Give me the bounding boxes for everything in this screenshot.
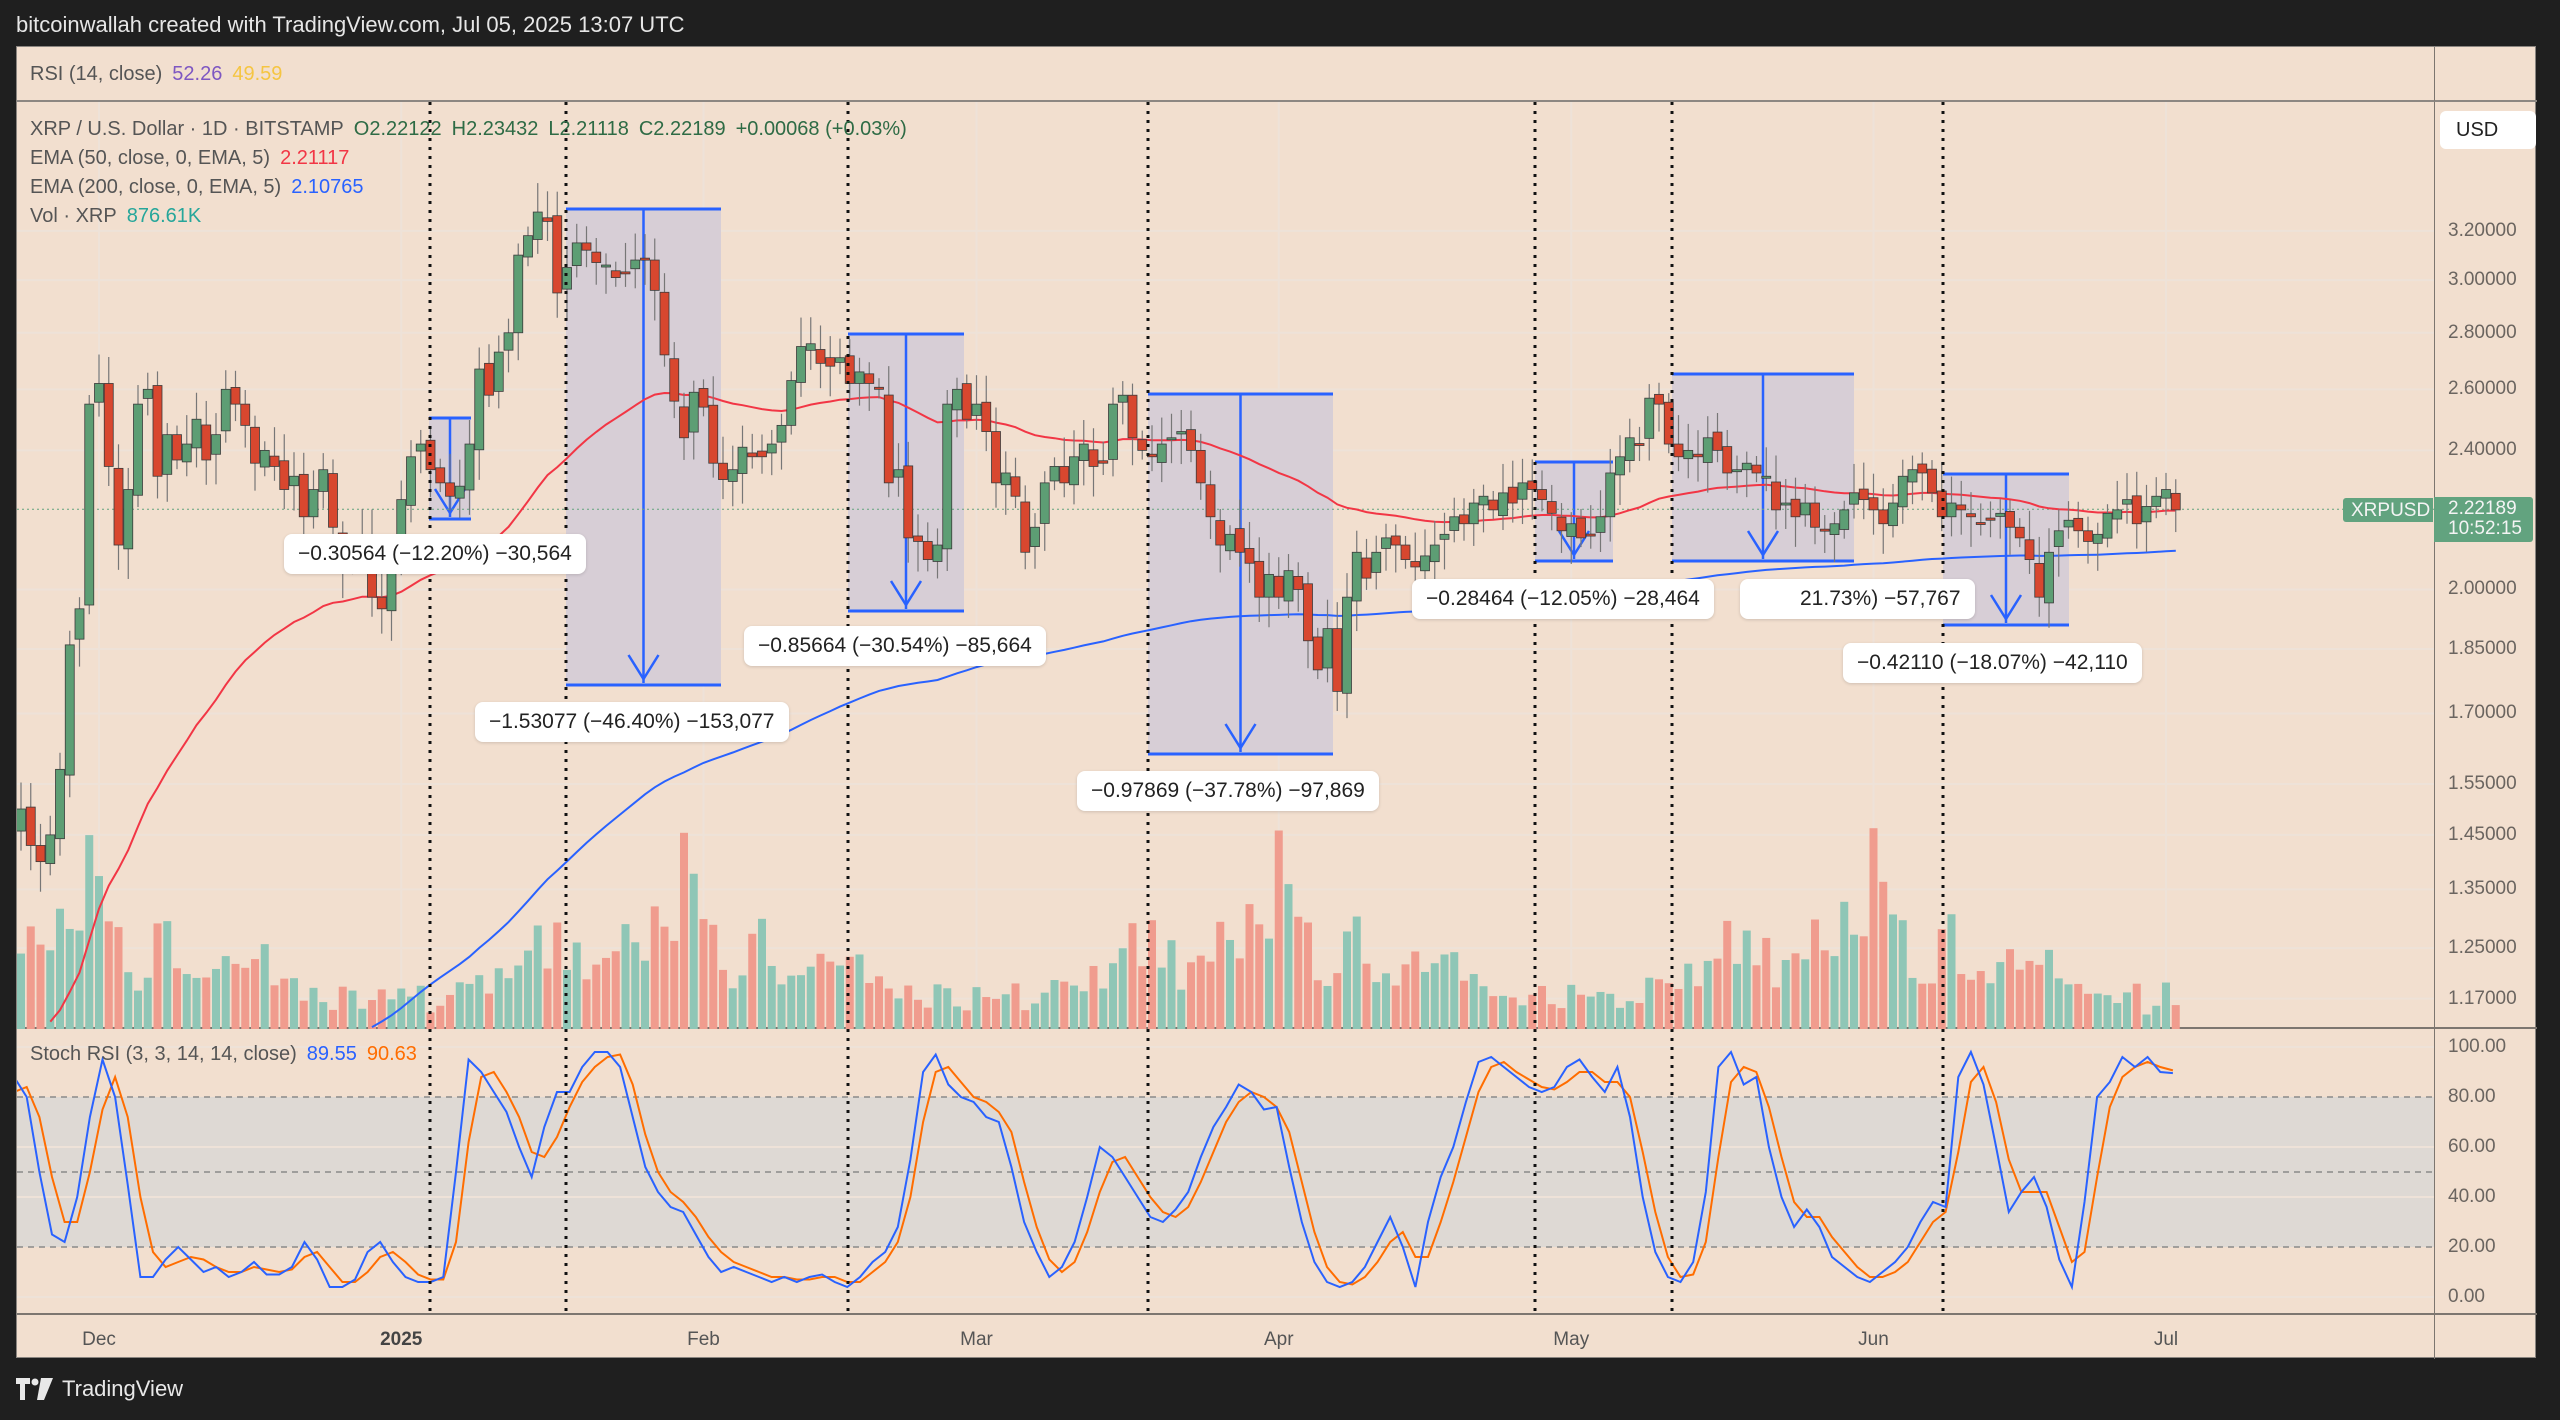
currency-button[interactable]: USD [2440,111,2536,149]
rsi-value-1: 52.26 [172,63,223,85]
ohlc-change: +0.00068 (+0.03%) [735,118,907,140]
ohlc-close: C2.22189 [638,118,726,140]
price-axis-label: 1.70000 [2448,702,2517,724]
measure-label-3[interactable]: −0.85664 (−30.54%) −85,664 [744,626,1046,666]
time-axis-label: 2025 [380,1329,423,1350]
time-axis-label: Jul [2153,1329,2179,1350]
stoch-axis-label: 0.00 [2448,1286,2485,1307]
tradingview-footer[interactable]: TradingView [16,1376,183,1402]
price-axis-label: 1.55000 [2448,772,2517,794]
measure-label-6[interactable]: 21.73%) −57,767 [1740,579,1975,619]
stoch-axis[interactable] [2434,1029,2537,1315]
price-axis-label: 1.17000 [2448,987,2517,1009]
chart-frame: RSI (14, close) 52.26 49.59 XRP / U.S. Dol… [16,46,2537,1359]
stoch-rsi-canvas[interactable] [17,1029,2434,1315]
time-axis-label: Apr [1263,1329,1294,1350]
stoch-axis-label: 20.00 [2448,1236,2496,1257]
price-axis-label: 2.60000 [2448,378,2517,400]
ohlc-low: L2.21118 [548,118,629,140]
rsi-label: RSI (14, close) [30,63,163,85]
measure-label-4[interactable]: −0.97869 (−37.78%) −97,869 [1077,771,1379,811]
price-axis-label: 1.85000 [2448,637,2517,659]
ema50-label: EMA (50, close, 0, EMA, 5) [30,147,271,169]
time-axis-label: Feb [687,1329,720,1350]
stoch-rsi-pane[interactable]: Stoch RSI (3, 3, 14, 14, close) 89.55 90.6… [17,1029,2434,1315]
stoch-legend[interactable]: Stoch RSI (3, 3, 14, 14, close) 89.55 90.6… [30,1043,427,1066]
ema200-value: 2.10765 [291,176,364,198]
symbol-legend[interactable]: XRP / U.S. Dollar · 1D · BITSTAMP O2.2212… [30,118,917,141]
ohlc-high: H2.23432 [451,118,539,140]
top-bar: bitcoinwallah created with TradingView.c… [0,0,2560,46]
rsi-pane[interactable]: RSI (14, close) 52.26 49.59 [17,47,2434,102]
rsi-axis[interactable] [2434,47,2537,102]
stoch-label: Stoch RSI (3, 3, 14, 14, close) [30,1043,297,1065]
stoch-axis-label: 100.00 [2448,1036,2507,1057]
bar-countdown: 10:52:15 [2448,518,2522,539]
stoch-axis-label: 40.00 [2448,1186,2496,1207]
time-axis-label: May [1553,1329,1590,1350]
tradingview-logo-icon [16,1378,53,1400]
price-axis-label: 1.25000 [2448,937,2517,959]
ema200-label: EMA (200, close, 0, EMA, 5) [30,176,282,198]
measure-label-7[interactable]: −0.42110 (−18.07%) −42,110 [1843,643,2142,683]
symbol-price-tag: XRPUSD [2343,498,2433,522]
ema50-legend[interactable]: EMA (50, close, 0, EMA, 5) 2.21117 [30,147,359,170]
price-axis-label: 1.35000 [2448,878,2517,900]
price-axis-label: 2.80000 [2448,321,2517,343]
rsi-legend[interactable]: RSI (14, close) 52.26 49.59 [30,63,292,86]
main-price-pane[interactable]: XRP / U.S. Dollar · 1D · BITSTAMP O2.2212… [17,102,2434,1029]
measure-label-2[interactable]: −1.53077 (−46.40%) −153,077 [475,702,789,742]
symbol-name: XRP / U.S. Dollar · 1D · BITSTAMP [30,118,344,140]
tradingview-brand: TradingView [62,1376,184,1401]
stoch-axis-label: 80.00 [2448,1086,2496,1107]
time-axis-label: Mar [960,1329,993,1350]
measure-label-5[interactable]: −0.28464 (−12.05%) −28,464 [1412,579,1714,619]
price-axis-label: 3.00000 [2448,269,2517,291]
time-axis-label: Jun [1858,1329,1889,1350]
price-axis-label: 2.40000 [2448,439,2517,461]
ema200-legend[interactable]: EMA (200, close, 0, EMA, 5) 2.10765 [30,176,374,199]
stoch-d-value: 90.63 [366,1043,417,1065]
ema50-value: 2.21117 [280,147,350,169]
price-chart-canvas[interactable] [17,102,2434,1029]
credit-text: bitcoinwallah created with TradingView.c… [16,12,685,37]
price-axis[interactable] [2434,102,2537,1029]
volume-label: Vol · XRP [30,205,117,227]
price-axis-label: 1.45000 [2448,823,2517,845]
axis-corner [2434,1315,2537,1359]
rsi-value-2: 49.59 [232,63,283,85]
volume-legend[interactable]: Vol · XRP 876.61K [30,205,211,228]
ohlc-open: O2.22122 [353,118,442,140]
price-axis-label: 2.00000 [2448,578,2517,600]
price-axis-label: 3.20000 [2448,219,2517,241]
last-price-tag: 2.22189 10:52:15 [2434,497,2533,542]
measure-label-1[interactable]: −0.30564 (−12.20%) −30,564 [284,534,586,574]
last-price-value: 2.22189 [2448,498,2517,519]
stoch-k-value: 89.55 [306,1043,357,1065]
time-axis-label: Dec [82,1329,116,1350]
stoch-axis-label: 60.00 [2448,1136,2496,1157]
volume-value: 876.61K [126,205,202,227]
